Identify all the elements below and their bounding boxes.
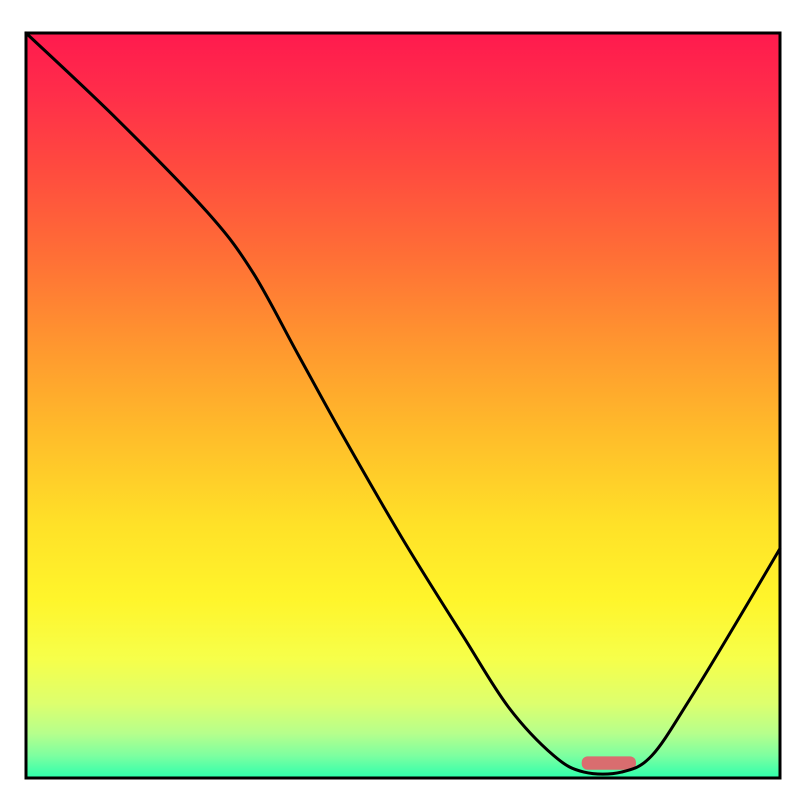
plot-gradient: [26, 33, 780, 778]
chart-container: TheBottleneck.com: [0, 0, 800, 800]
optimal-marker: [582, 756, 636, 769]
bottleneck-chart: [0, 0, 800, 800]
